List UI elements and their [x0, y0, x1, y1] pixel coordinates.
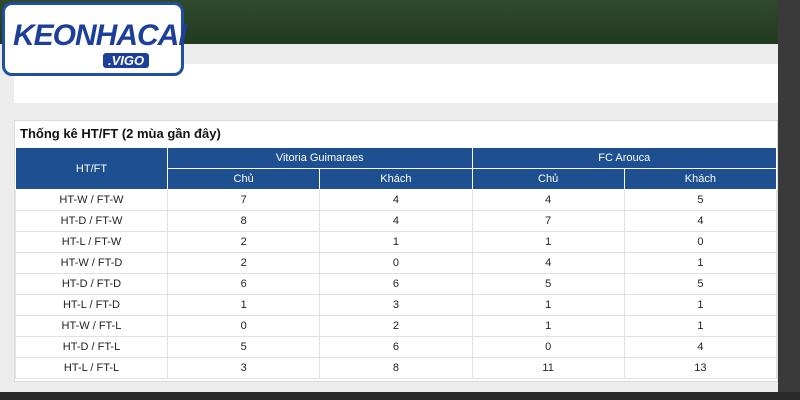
table-title: Thống kê HT/FT (2 mùa gần đây)	[20, 126, 221, 141]
stats-panel: Thống kê HT/FT (2 mùa gần đây) HT/FT Vito…	[14, 120, 778, 382]
cell: 4	[471, 189, 625, 211]
row-label: HT-W / FT-D	[15, 252, 168, 274]
cell: 1	[623, 294, 778, 316]
cell: 4	[471, 252, 625, 274]
corner-header: HT/FT	[15, 147, 168, 190]
table-row: HT-L / FT-D 1 3 1 1	[15, 294, 778, 316]
cell: 7	[471, 210, 625, 232]
sub-header: Chủ	[471, 168, 625, 190]
row-label: HT-D / FT-L	[15, 336, 168, 358]
cell: 5	[623, 273, 778, 295]
logo-name: KEONHACAI	[13, 19, 187, 52]
cell: 0	[166, 315, 321, 337]
cell: 1	[471, 231, 625, 253]
row-label: HT-W / FT-W	[15, 189, 168, 211]
cell: 7	[166, 189, 321, 211]
subheader-row: Chủ Khách Chủ Khách	[16, 168, 778, 190]
cell: 4	[319, 210, 473, 232]
side-bar	[778, 0, 800, 392]
row-label: HT-D / FT-D	[15, 273, 168, 295]
row-label: HT-L / FT-D	[15, 294, 168, 316]
sub-header: Khách	[623, 168, 778, 190]
stats-table: HT/FT Vitoria Guimaraes FC Arouca Chủ Khách C…	[15, 147, 778, 379]
table-row: HT-W / FT-D 2 0 4 1	[15, 252, 778, 274]
header-row: HT/FT Vitoria Guimaraes FC Arouca	[15, 147, 777, 190]
cell: 11	[471, 357, 625, 379]
cell: 1	[471, 294, 625, 316]
cell: 6	[319, 273, 473, 295]
team-header: Vitoria Guimaraes	[167, 147, 473, 169]
cell: 1	[471, 315, 625, 337]
logo-domain: .VIGO	[103, 53, 150, 68]
cell: 2	[166, 252, 321, 274]
row-label: HT-D / FT-W	[15, 210, 168, 232]
cell: 5	[623, 189, 778, 211]
cell: 5	[166, 336, 321, 358]
cell: 5	[471, 273, 625, 295]
cell: 4	[319, 189, 473, 211]
cell: 4	[623, 336, 778, 358]
cell: 0	[623, 231, 778, 253]
row-label: HT-W / FT-L	[15, 315, 168, 337]
sub-header: Chủ	[166, 168, 321, 190]
team-header: FC Arouca	[471, 147, 777, 169]
cell: 13	[623, 357, 778, 379]
cell: 6	[319, 336, 473, 358]
cell: 4	[623, 210, 778, 232]
footer-bar	[0, 392, 800, 400]
table-row: HT-D / FT-L 5 6 0 4	[15, 336, 778, 358]
cell: 6	[166, 273, 321, 295]
table-row: HT-L / FT-L 3 8 11 13	[15, 357, 778, 379]
row-label: HT-L / FT-L	[15, 357, 168, 379]
cell: 3	[166, 357, 321, 379]
cell: 1	[623, 252, 778, 274]
cell: 8	[319, 357, 473, 379]
table-row: HT-W / FT-L 0 2 1 1	[15, 315, 778, 337]
table-row: HT-D / FT-D 6 6 5 5	[15, 273, 778, 295]
table-row: HT-W / FT-W 7 4 4 5	[15, 189, 778, 211]
cell: 3	[319, 294, 473, 316]
logo[interactable]: KEONHACAI .VIGO	[2, 2, 187, 76]
row-label: HT-L / FT-W	[15, 231, 168, 253]
cell: 0	[319, 252, 473, 274]
cell: 1	[623, 315, 778, 337]
table-row: HT-D / FT-W 8 4 7 4	[15, 210, 778, 232]
cell: 2	[319, 315, 473, 337]
cell: 8	[166, 210, 321, 232]
cell: 1	[166, 294, 321, 316]
cell: 0	[471, 336, 625, 358]
cell: 2	[166, 231, 321, 253]
sub-header: Khách	[319, 168, 473, 190]
cell: 1	[319, 231, 473, 253]
table-row: HT-L / FT-W 2 1 1 0	[15, 231, 778, 253]
